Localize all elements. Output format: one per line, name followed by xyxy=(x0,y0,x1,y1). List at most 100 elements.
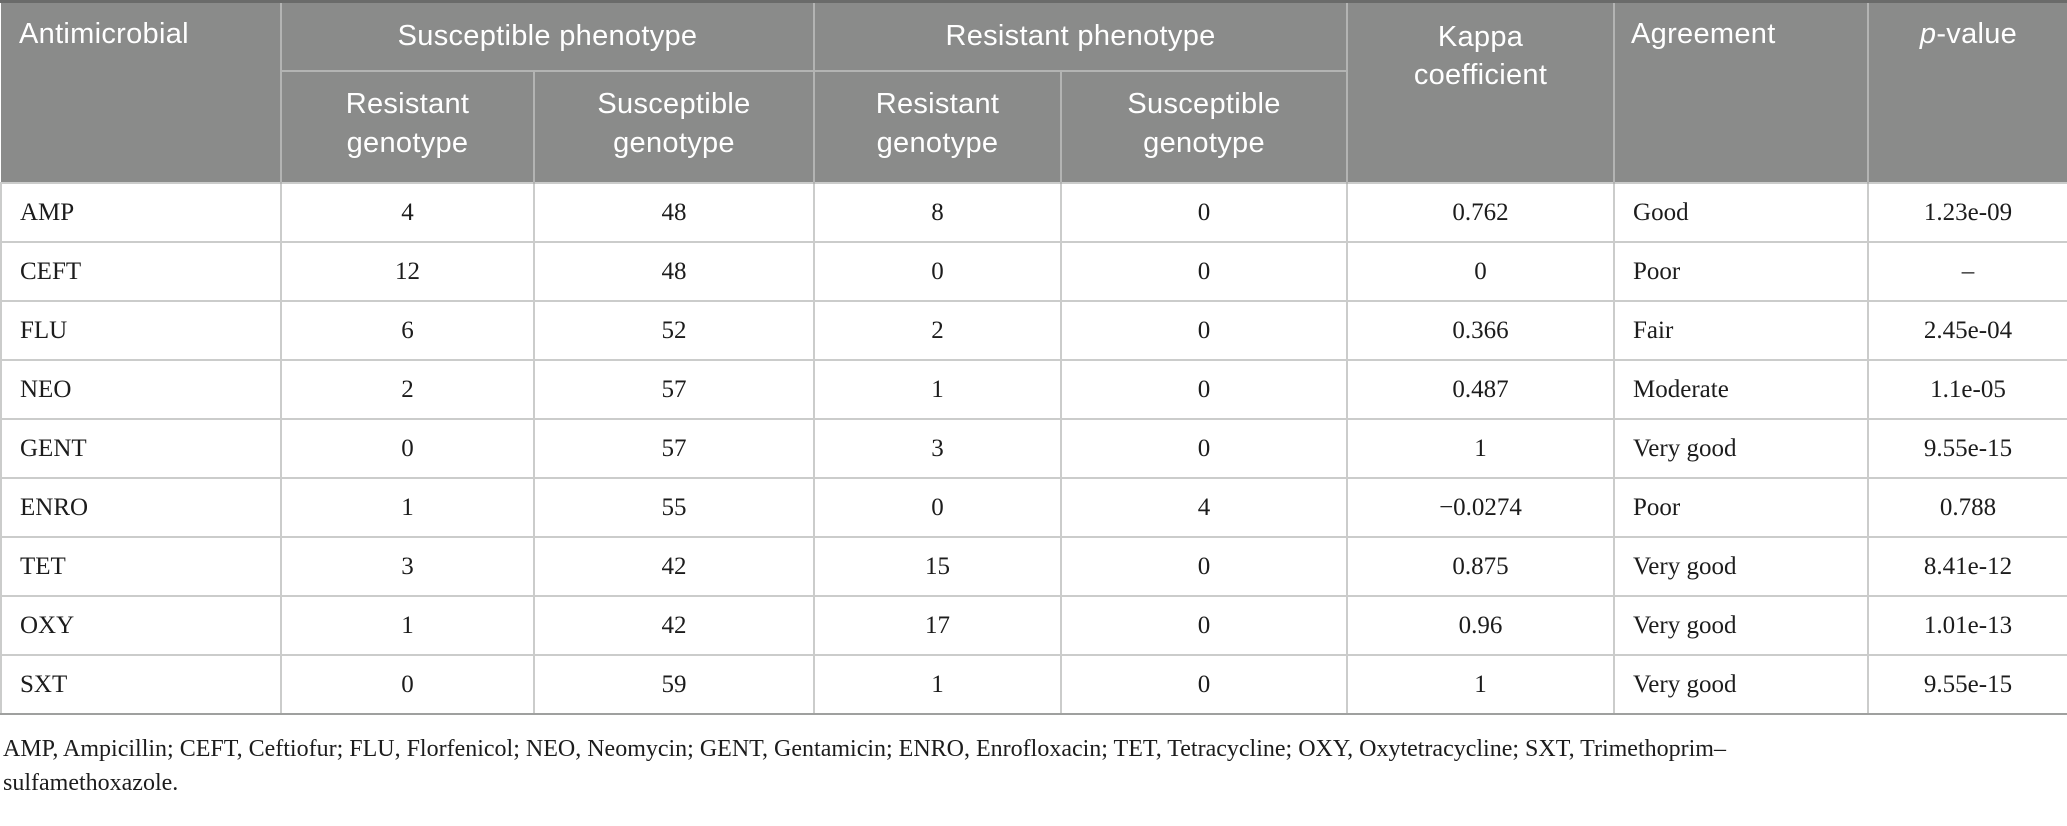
col-group-header-resistant-phenotype: Resistant phenotype xyxy=(812,3,1348,72)
subheader-line: Susceptible xyxy=(597,88,751,121)
p-value-header-italic-p: p xyxy=(1919,18,1937,50)
table-row-oxy: OXY 1 42 17 0 0.96 Very good 1.01e-13 xyxy=(0,595,2067,656)
cell-sp-resistant-genotype: 0 xyxy=(280,654,535,715)
cell-agreement: Good xyxy=(1613,182,1870,243)
cell-sp-susceptible-genotype: 42 xyxy=(533,595,815,656)
cell-agreement: Very good xyxy=(1613,418,1870,479)
cell-antimicrobial: AMP xyxy=(0,182,282,243)
cell-sp-susceptible-genotype: 57 xyxy=(533,418,815,479)
cell-antimicrobial: TET xyxy=(0,536,282,597)
subheader-line: genotype xyxy=(613,126,735,159)
cell-kappa: 0.762 xyxy=(1346,182,1616,243)
table-row-tet: TET 3 42 15 0 0.875 Very good 8.41e-12 xyxy=(0,536,2067,597)
cell-kappa: 0 xyxy=(1346,241,1616,302)
table-row-neo: NEO 2 57 1 0 0.487 Moderate 1.1e-05 xyxy=(0,359,2067,420)
cell-p-value: 9.55e-15 xyxy=(1867,418,2067,479)
cell-kappa: 0.875 xyxy=(1346,536,1616,597)
cell-agreement: Fair xyxy=(1613,300,1870,361)
cell-sp-resistant-genotype: 6 xyxy=(280,300,535,361)
cell-kappa: 1 xyxy=(1346,654,1616,715)
table-row-flu: FLU 6 52 2 0 0.366 Fair 2.45e-04 xyxy=(0,300,2067,361)
subheader-line: genotype xyxy=(1143,126,1265,159)
cell-agreement: Very good xyxy=(1613,536,1870,597)
col-header-antimicrobial: Antimicrobial xyxy=(1,3,281,183)
cell-rp-susceptible-genotype: 0 xyxy=(1059,300,1349,361)
cell-rp-resistant-genotype: 17 xyxy=(813,595,1062,656)
footnote-line-1: AMP, Ampicillin; CEFT, Ceftiofur; FLU, F… xyxy=(3,736,1726,762)
subheader-line: Resistant xyxy=(875,88,1000,121)
col-subheader-rp-susceptible-genotype: Susceptible genotype xyxy=(1059,71,1348,183)
cell-rp-susceptible-genotype: 0 xyxy=(1059,241,1349,302)
table-footnote: AMP, Ampicillin; CEFT, Ceftiofur; FLU, F… xyxy=(0,732,2067,800)
cell-p-value: 0.788 xyxy=(1867,477,2067,538)
cell-agreement: Moderate xyxy=(1613,359,1870,420)
kappa-header-line1: Kappa xyxy=(1437,21,1524,53)
cell-sp-resistant-genotype: 2 xyxy=(280,359,535,420)
cell-antimicrobial: CEFT xyxy=(0,241,282,302)
cell-sp-resistant-genotype: 4 xyxy=(280,182,535,243)
cell-sp-susceptible-genotype: 55 xyxy=(533,477,815,538)
table-row-ceft: CEFT 12 48 0 0 0 Poor – xyxy=(0,241,2067,302)
cell-antimicrobial: SXT xyxy=(0,654,282,715)
cell-rp-susceptible-genotype: 0 xyxy=(1059,182,1349,243)
kappa-agreement-table: Antimicrobial Susceptible phenotype Resi… xyxy=(0,3,2067,715)
cell-rp-resistant-genotype: 3 xyxy=(813,418,1062,479)
cell-kappa: 1 xyxy=(1346,418,1616,479)
cell-p-value: – xyxy=(1867,241,2067,302)
subheader-line: Resistant xyxy=(345,88,470,121)
cell-antimicrobial: ENRO xyxy=(0,477,282,538)
cell-rp-susceptible-genotype: 0 xyxy=(1059,536,1349,597)
cell-sp-susceptible-genotype: 59 xyxy=(533,654,815,715)
cell-rp-resistant-genotype: 1 xyxy=(813,654,1062,715)
subheader-line: Susceptible xyxy=(1127,88,1281,121)
cell-rp-susceptible-genotype: 0 xyxy=(1059,595,1349,656)
cell-sp-resistant-genotype: 1 xyxy=(280,477,535,538)
cell-p-value: 1.01e-13 xyxy=(1867,595,2067,656)
cell-p-value: 9.55e-15 xyxy=(1867,654,2067,715)
cell-sp-susceptible-genotype: 48 xyxy=(533,182,815,243)
table-body: AMP 4 48 8 0 0.762 Good 1.23e-09 CEFT 12… xyxy=(0,182,2067,715)
cell-antimicrobial: FLU xyxy=(0,300,282,361)
cell-kappa: 0.96 xyxy=(1346,595,1616,656)
cell-sp-susceptible-genotype: 42 xyxy=(533,536,815,597)
cell-rp-resistant-genotype: 8 xyxy=(813,182,1062,243)
table-row-amp: AMP 4 48 8 0 0.762 Good 1.23e-09 xyxy=(0,182,2067,243)
subheader-line: genotype xyxy=(876,126,999,159)
kappa-header-line2: coefficient xyxy=(1413,59,1548,92)
col-subheader-sp-susceptible-genotype: Susceptible genotype xyxy=(533,71,814,183)
cell-kappa: 0.366 xyxy=(1346,300,1616,361)
table-header: Antimicrobial Susceptible phenotype Resi… xyxy=(1,3,2067,183)
col-subheader-sp-resistant-genotype: Resistant genotype xyxy=(280,71,534,183)
cell-antimicrobial: GENT xyxy=(0,418,282,479)
cell-antimicrobial: OXY xyxy=(0,595,282,656)
cell-kappa: −0.0274 xyxy=(1346,477,1616,538)
cell-sp-resistant-genotype: 3 xyxy=(280,536,535,597)
footnote-line-2: sulfamethoxazole. xyxy=(3,770,179,797)
cell-p-value: 1.23e-09 xyxy=(1867,182,2067,243)
cell-kappa: 0.487 xyxy=(1346,359,1616,420)
cell-p-value: 2.45e-04 xyxy=(1867,300,2067,361)
cell-rp-resistant-genotype: 0 xyxy=(813,241,1062,302)
cell-agreement: Poor xyxy=(1613,477,1870,538)
col-subheader-rp-resistant-genotype: Resistant genotype xyxy=(813,71,1061,183)
cell-sp-susceptible-genotype: 52 xyxy=(533,300,815,361)
table-row-enro: ENRO 1 55 0 4 −0.0274 Poor 0.788 xyxy=(0,477,2067,538)
cell-agreement: Very good xyxy=(1613,654,1870,715)
table-row-gent: GENT 0 57 3 0 1 Very good 9.55e-15 xyxy=(0,418,2067,479)
cell-rp-susceptible-genotype: 0 xyxy=(1059,654,1349,715)
cell-rp-susceptible-genotype: 0 xyxy=(1059,418,1349,479)
col-header-kappa-coefficient: Kappa coefficient xyxy=(1346,3,1615,183)
p-value-header-suffix: -value xyxy=(1936,18,2018,50)
cell-antimicrobial: NEO xyxy=(0,359,282,420)
cell-sp-resistant-genotype: 0 xyxy=(280,418,535,479)
cell-sp-resistant-genotype: 12 xyxy=(280,241,535,302)
cell-rp-susceptible-genotype: 4 xyxy=(1059,477,1349,538)
col-header-agreement: Agreement xyxy=(1613,3,1869,183)
cell-rp-resistant-genotype: 2 xyxy=(813,300,1062,361)
cell-sp-resistant-genotype: 1 xyxy=(280,595,535,656)
col-group-header-susceptible-phenotype: Susceptible phenotype xyxy=(280,3,814,72)
cell-rp-resistant-genotype: 1 xyxy=(813,359,1062,420)
col-header-p-value: p-value xyxy=(1867,3,2067,183)
cell-sp-susceptible-genotype: 48 xyxy=(533,241,815,302)
subheader-line: genotype xyxy=(346,126,469,159)
